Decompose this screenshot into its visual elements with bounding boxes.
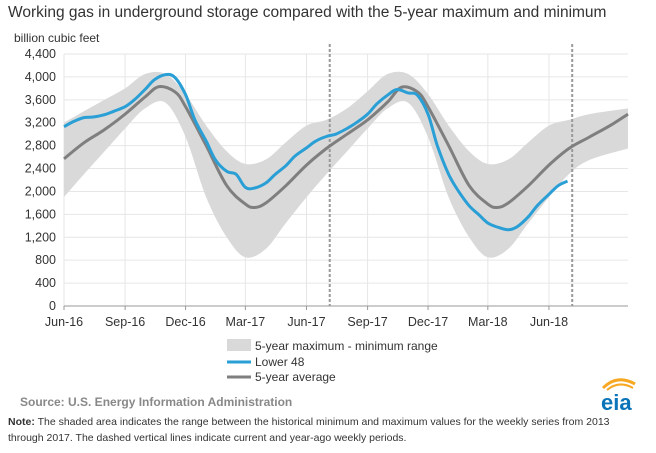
y-tick-label: 400: [35, 276, 56, 290]
chart-title: Working gas in underground storage compa…: [8, 4, 607, 21]
chart-note: Note: The shaded area indicates the rang…: [8, 414, 648, 446]
y-axis-label: billion cubic feet: [14, 31, 100, 45]
legend-swatch-range: [227, 339, 251, 351]
x-tick-label: Jun-17: [287, 315, 325, 329]
x-tick-label: Mar-17: [226, 315, 266, 329]
legend-label-lower48: Lower 48: [255, 355, 305, 369]
legend-label-range: 5-year maximum - minimum range: [255, 339, 438, 353]
y-tick-label: 2,400: [25, 162, 56, 176]
eia-logo: eia: [601, 378, 636, 414]
series-lines-layer: [63, 72, 629, 232]
legend: 5-year maximum - minimum range Lower 48 …: [227, 339, 438, 384]
legend-label-average: 5-year average: [255, 370, 336, 384]
series-line-5-year-average: [63, 84, 629, 210]
dashed-lines-layer: [328, 44, 574, 306]
x-tick-label: Jun-16: [45, 315, 83, 329]
y-tick-label: 800: [35, 253, 56, 267]
note-label: Note:: [8, 416, 35, 428]
y-tick-label: 2,800: [25, 139, 56, 153]
range-band-layer: [64, 71, 628, 258]
range-band: [64, 71, 628, 258]
y-tick-label: 1,600: [25, 207, 56, 221]
x-tick-label: Dec-17: [408, 315, 448, 329]
x-tick-label: Jun-18: [530, 315, 568, 329]
y-tick-label: 4,400: [25, 47, 56, 61]
series-line-lower-48: [63, 72, 569, 232]
y-tick-label: 2,000: [25, 184, 56, 198]
note-text: The shaded area indicates the range betw…: [8, 416, 610, 444]
source-text: Source: U.S. Energy Information Administ…: [20, 395, 293, 409]
y-tick-label: 0: [49, 299, 56, 313]
axes-layer: 0 400 800 1,200 1,600 2,000 2,400 2,800 3,200 3,6…: [25, 47, 628, 329]
y-tick-label: 1,200: [25, 230, 56, 244]
x-tick-label: Dec-16: [165, 315, 205, 329]
y-tick-label: 3,600: [25, 93, 56, 107]
x-tick-label: Sep-16: [105, 315, 145, 329]
x-tick-label: Mar-18: [468, 315, 508, 329]
eia-logo-text: eia: [601, 390, 632, 414]
y-tick-label: 3,200: [25, 116, 56, 130]
x-tick-label: Sep-17: [347, 315, 387, 329]
y-tick-label: 4,000: [25, 70, 56, 84]
